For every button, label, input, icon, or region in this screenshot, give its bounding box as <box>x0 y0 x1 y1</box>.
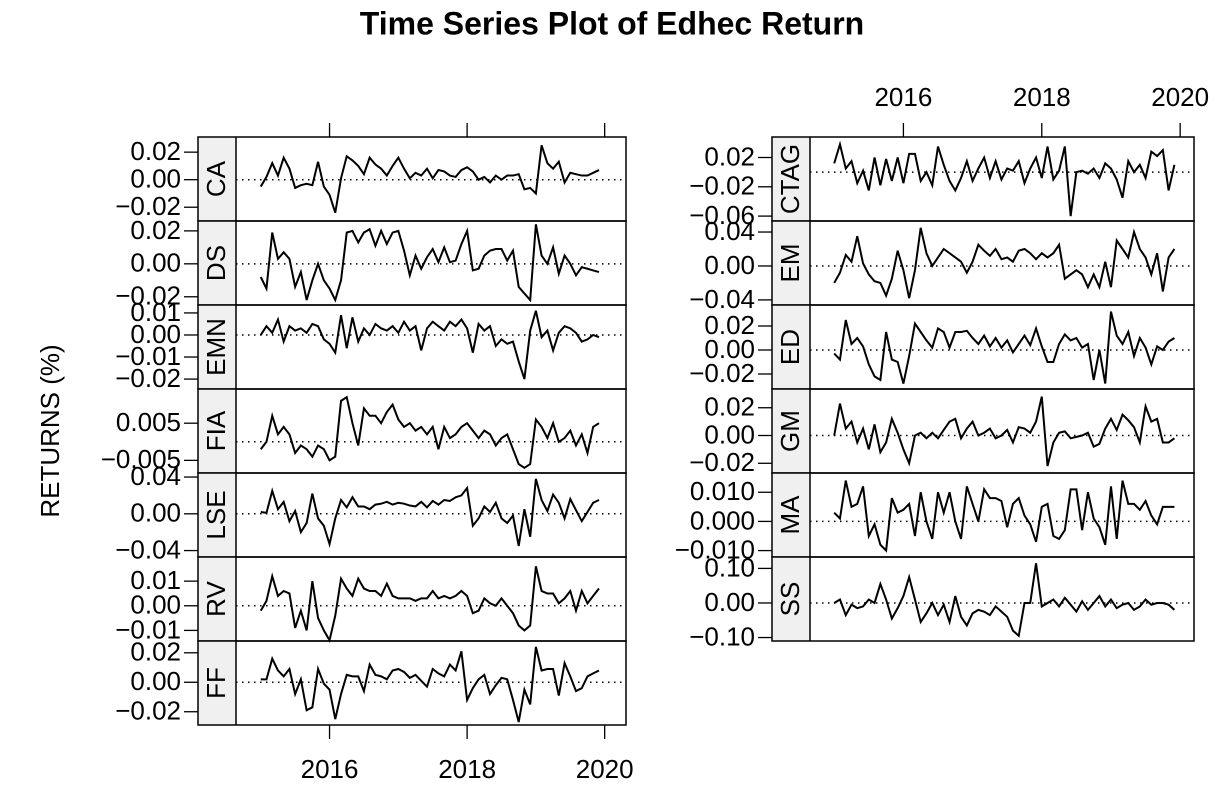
series-line <box>833 140 1176 217</box>
y-tick-label: 0.04 <box>704 216 755 246</box>
y-tick-label: −0.01 <box>115 614 181 644</box>
x-tick-label: 2018 <box>1013 82 1071 112</box>
strip <box>198 305 236 389</box>
strip-label: RV <box>201 581 231 617</box>
strip-label: MA <box>775 495 805 535</box>
y-tick-label: −0.02 <box>115 696 181 726</box>
y-tick-label: 0.00 <box>704 250 755 280</box>
y-tick-label: −0.04 <box>115 534 181 564</box>
y-tick-label: 0.00 <box>704 419 755 449</box>
series-line <box>259 395 600 469</box>
y-tick-label: 0.02 <box>704 141 755 171</box>
strip-label: EMN <box>201 318 231 376</box>
panel-frame <box>771 220 1195 306</box>
chart-title: Time Series Plot of Edhec Return <box>360 5 864 41</box>
series-line <box>260 478 600 549</box>
y-tick-label: 0.00 <box>130 164 181 194</box>
y-tick-label: 0.00 <box>704 334 755 364</box>
panel-frame <box>771 556 1195 642</box>
panel-frame <box>197 388 627 474</box>
strip <box>198 137 236 221</box>
strip-label: ED <box>775 329 805 365</box>
strip-label: CTAG <box>775 144 805 214</box>
strip <box>772 221 810 305</box>
strip <box>772 557 810 641</box>
panel-frame <box>197 304 627 390</box>
x-tick-label: 2020 <box>576 754 634 784</box>
strip <box>198 557 236 641</box>
y-tick-label: −0.02 <box>689 358 755 388</box>
series-line <box>259 224 600 303</box>
y-tick-label: 0.04 <box>130 461 181 491</box>
strip-label: LSE <box>201 490 231 539</box>
panel-frame <box>197 472 627 558</box>
x-tick-label: 2020 <box>1151 82 1209 112</box>
y-tick-label: −0.01 <box>115 341 181 371</box>
y-tick-label: 0.00 <box>704 587 755 617</box>
x-tick-label: 2016 <box>301 754 359 784</box>
y-tick-label: 0.02 <box>130 136 181 166</box>
y-tick-label: 0.00 <box>130 319 181 349</box>
y-tick-label: −0.06 <box>689 200 755 230</box>
y-tick-label: 0.00 <box>130 248 181 278</box>
strip-label: CA <box>201 160 231 197</box>
y-tick-label: 0.000 <box>690 505 755 535</box>
y-tick-label: −0.02 <box>115 363 181 393</box>
strip <box>198 221 236 305</box>
panel-frame <box>197 136 627 222</box>
y-tick-label: 0.02 <box>130 215 181 245</box>
series-line <box>259 566 600 643</box>
y-tick-label: −0.005 <box>101 444 181 474</box>
series-line <box>833 396 1176 467</box>
strip <box>772 389 810 473</box>
series-line <box>260 646 600 723</box>
panel-frame <box>771 136 1195 222</box>
panel-frame <box>771 304 1195 390</box>
strip <box>198 389 236 473</box>
panel-frame <box>197 640 627 726</box>
y-tick-label: 0.005 <box>116 407 181 437</box>
series-line <box>259 144 600 214</box>
y-tick-label: 0.00 <box>130 590 181 620</box>
y-tick-label: 0.01 <box>130 297 181 327</box>
strip <box>772 305 810 389</box>
strip <box>198 473 236 557</box>
series-line <box>833 563 1176 638</box>
series-line <box>833 227 1176 299</box>
y-tick-label: 0.02 <box>130 637 181 667</box>
series-line <box>833 311 1175 384</box>
y-tick-label: 0.010 <box>690 476 755 506</box>
x-tick-label: 2016 <box>874 82 932 112</box>
x-tick-label: 2018 <box>438 754 496 784</box>
strip-label: FF <box>201 667 231 699</box>
y-axis-label: RETURNS (%) <box>35 344 65 517</box>
strip-label: EM <box>775 244 805 283</box>
y-tick-label: 0.00 <box>130 498 181 528</box>
y-tick-label: 0.00 <box>130 666 181 696</box>
y-tick-label: −0.02 <box>115 281 181 311</box>
strip <box>772 137 810 221</box>
strip-label: FIA <box>201 410 231 451</box>
y-tick-label: 0.10 <box>704 552 755 582</box>
strip-label: GM <box>775 410 805 452</box>
y-tick-label: −0.010 <box>675 534 755 564</box>
strip-label: SS <box>775 582 805 617</box>
y-tick-label: −0.02 <box>115 191 181 221</box>
strip-label: DS <box>201 245 231 281</box>
y-tick-label: −0.02 <box>689 447 755 477</box>
y-tick-label: −0.10 <box>689 621 755 651</box>
series-line <box>833 480 1175 553</box>
y-tick-label: −0.02 <box>689 171 755 201</box>
y-tick-label: 0.02 <box>704 392 755 422</box>
strip <box>772 473 810 557</box>
strip <box>198 641 236 725</box>
y-tick-label: −0.04 <box>689 284 755 314</box>
series-line <box>259 310 600 380</box>
y-tick-label: 0.01 <box>130 565 181 595</box>
y-tick-label: 0.02 <box>704 310 755 340</box>
